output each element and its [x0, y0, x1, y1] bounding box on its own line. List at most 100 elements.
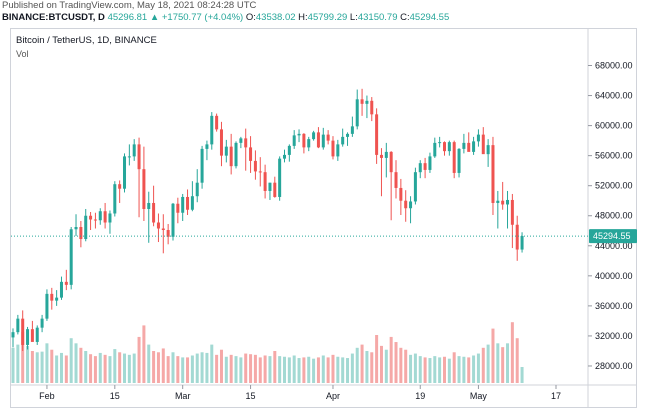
volume-bar: [341, 357, 345, 383]
candle-body: [253, 160, 257, 172]
volume-bar: [239, 357, 243, 383]
candle-body: [312, 132, 316, 140]
candle-body: [224, 146, 228, 156]
candle-body: [287, 145, 291, 155]
x-tick-label: Apr: [326, 391, 340, 401]
volume-bar: [360, 344, 364, 383]
volume-bar: [462, 356, 466, 383]
candle-body: [394, 172, 398, 188]
volume-bar: [195, 353, 199, 383]
volume-bar: [200, 352, 204, 383]
candle-body: [350, 126, 354, 134]
candle-body: [171, 203, 175, 237]
volume-bar: [224, 356, 228, 383]
candle-body: [341, 136, 345, 145]
candle-body: [292, 135, 296, 146]
volume-bar: [268, 356, 272, 383]
volume-bar: [50, 349, 54, 383]
volume-bar: [278, 356, 282, 383]
volume-bar: [161, 348, 165, 383]
volume-bar: [137, 336, 141, 383]
last-value: 45296.81: [107, 12, 148, 23]
candle-body: [375, 114, 379, 155]
candle-body: [447, 142, 451, 152]
volume-bar: [491, 328, 495, 383]
volume-bar: [113, 349, 117, 383]
candle-body: [123, 156, 127, 189]
candle-body: [64, 281, 68, 285]
volume-bar: [292, 355, 296, 383]
candle-body: [26, 329, 30, 345]
candle-body: [190, 196, 194, 210]
candle-body: [84, 215, 88, 240]
candle-body: [166, 230, 170, 237]
candle-body: [346, 133, 350, 137]
volume-bar: [219, 349, 223, 383]
candle-body: [200, 148, 204, 183]
volume-bar: [438, 357, 442, 383]
candle-body: [481, 134, 485, 155]
volume-bar: [433, 356, 437, 383]
candle-body: [181, 196, 185, 213]
volume-bar: [287, 357, 291, 383]
y-tick-label: 48000.00: [595, 211, 633, 221]
open-label: O:: [245, 12, 256, 23]
change-value: +1750.77 (+4.04%): [161, 12, 244, 23]
high-label: H:: [298, 12, 308, 23]
candle-body: [176, 203, 180, 213]
candle-body: [127, 156, 131, 158]
open-value: 43538.02: [255, 12, 296, 23]
volume-bar: [30, 351, 34, 383]
volume-bar: [273, 351, 277, 383]
volume-bar: [55, 355, 59, 383]
volume-bar: [331, 354, 335, 383]
candle-body: [21, 318, 25, 345]
candle-body: [331, 140, 335, 157]
candle-body: [30, 329, 34, 342]
volume-bar: [302, 357, 306, 383]
candle-body: [399, 187, 403, 201]
volume-bar: [413, 353, 417, 383]
volume-bar: [389, 336, 393, 383]
up-arrow-icon: ▲: [149, 12, 160, 23]
candle-body: [50, 293, 54, 301]
volume-bar: [89, 354, 93, 383]
candle-body: [74, 227, 78, 230]
candle-body: [496, 200, 500, 203]
volume-bar: [258, 357, 262, 383]
volume-bar: [40, 351, 44, 383]
candle-body: [365, 100, 369, 104]
volume-bar: [118, 352, 122, 383]
candle-body: [438, 142, 442, 144]
symbol-ohlc-line: BINANCE:BTCUSDT, D 45296.81 ▲ +1750.77 (…: [2, 12, 449, 23]
volume-bar: [69, 338, 73, 383]
candle-body: [186, 196, 190, 210]
chart-frame[interactable]: [10, 28, 637, 408]
candle-body: [229, 146, 233, 167]
volume-bar: [190, 355, 194, 383]
volume-bar: [108, 356, 112, 383]
volume-bar: [316, 357, 320, 383]
volume-bar: [210, 344, 214, 383]
volume-bar: [423, 357, 427, 383]
candle-body: [423, 163, 427, 170]
candle-body: [142, 169, 146, 209]
volume-bar: [11, 347, 15, 383]
high-value: 45799.29: [307, 12, 348, 23]
volume-bar: [16, 344, 20, 383]
volume-bar: [326, 357, 330, 383]
volume-bar: [249, 354, 253, 383]
candle-body: [118, 184, 122, 189]
y-tick-label: 60000.00: [595, 121, 633, 131]
volume-bar: [244, 353, 248, 383]
volume-bar: [370, 352, 374, 383]
volume-legend: Vol: [16, 49, 29, 59]
volume-bar: [404, 349, 408, 383]
volume-bar: [379, 345, 383, 383]
candle-body: [40, 318, 44, 328]
y-tick-label: 56000.00: [595, 151, 633, 161]
candle-body: [161, 228, 165, 231]
candle-body: [113, 184, 117, 214]
volume-bar: [365, 351, 369, 383]
